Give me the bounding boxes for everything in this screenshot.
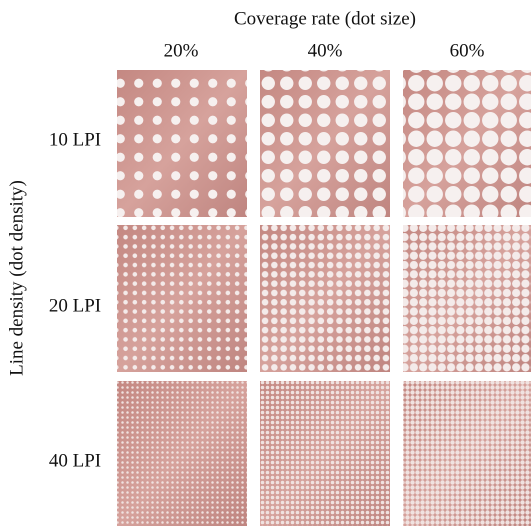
sample-tile xyxy=(403,381,531,526)
column-label: 20% xyxy=(164,40,199,61)
row-label: 10 LPI xyxy=(49,129,101,150)
sample-tile xyxy=(260,381,390,526)
sample-tile xyxy=(260,225,390,372)
sample-tile xyxy=(117,225,247,372)
row-label: 20 LPI xyxy=(49,295,101,316)
sample-tile xyxy=(403,225,531,372)
row-label: 40 LPI xyxy=(49,450,101,471)
sample-tile xyxy=(117,381,247,526)
row-axis-label: Line density (dot density) xyxy=(6,180,27,376)
column-label: 60% xyxy=(450,40,485,61)
sample-tile xyxy=(260,70,390,217)
sample-grid xyxy=(117,70,531,526)
page: Coverage rate (dot size) 20% 40% 60% Lin… xyxy=(0,0,531,526)
sample-tile xyxy=(117,70,247,217)
sample-tile xyxy=(403,70,531,217)
figure: Coverage rate (dot size) 20% 40% 60% Lin… xyxy=(0,0,531,526)
figure-title: Coverage rate (dot size) xyxy=(234,8,416,29)
column-label: 40% xyxy=(308,40,343,61)
